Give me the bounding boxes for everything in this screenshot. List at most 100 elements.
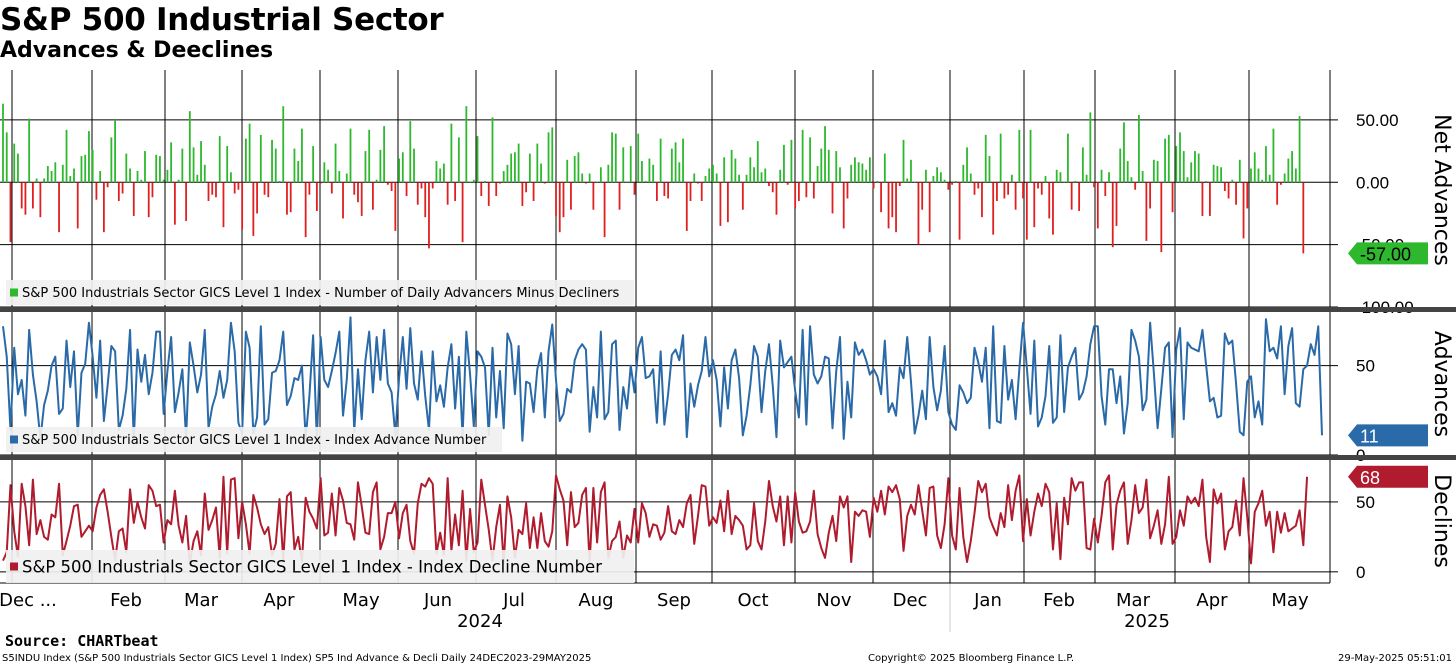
net-bar bbox=[297, 161, 300, 183]
net-bar bbox=[723, 157, 726, 183]
year-label: 2024 bbox=[457, 611, 503, 632]
net-bar bbox=[1025, 182, 1028, 240]
net-bar bbox=[1261, 179, 1264, 183]
net-bar bbox=[951, 182, 953, 185]
net-bar bbox=[1242, 182, 1245, 239]
net-bar bbox=[573, 156, 576, 183]
net-bar bbox=[700, 182, 703, 201]
net-bar bbox=[312, 146, 315, 183]
net-bar bbox=[1003, 182, 1006, 199]
legend-label: S&P 500 Industrials Sector GICS Level 1 … bbox=[22, 286, 619, 301]
net-bar bbox=[659, 138, 662, 183]
net-bar bbox=[670, 148, 673, 183]
net-bar bbox=[379, 149, 382, 183]
net-bar bbox=[1115, 182, 1118, 226]
net-bar bbox=[969, 173, 972, 183]
net-bar bbox=[454, 182, 457, 201]
net-bar bbox=[973, 182, 976, 195]
net-bar bbox=[1134, 182, 1137, 190]
net-bar bbox=[360, 182, 363, 216]
month-label: May bbox=[342, 590, 380, 611]
net-bar bbox=[1029, 129, 1032, 183]
ytick-label-adv: 50 bbox=[1356, 357, 1375, 376]
net-bar bbox=[274, 148, 277, 183]
net-bar bbox=[502, 171, 505, 183]
month-label: Jan bbox=[973, 590, 1002, 611]
net-bar bbox=[839, 167, 841, 183]
net-bar bbox=[1048, 182, 1051, 219]
net-bar bbox=[719, 182, 722, 226]
net-bar bbox=[831, 182, 834, 214]
month-label: Mar bbox=[1116, 590, 1151, 611]
net-bar bbox=[603, 182, 606, 238]
footer-description: S5INDU Index (S&P 500 Industrials Sector… bbox=[2, 653, 592, 664]
net-bar bbox=[543, 182, 546, 184]
net-bar bbox=[1171, 182, 1174, 213]
net-bar bbox=[282, 106, 285, 183]
net-bar bbox=[1067, 133, 1069, 183]
net-bar bbox=[708, 168, 711, 183]
footer-timestamp: 29-May-2025 05:51:01 bbox=[1338, 653, 1452, 664]
net-bar bbox=[1123, 122, 1125, 183]
net-bar bbox=[244, 138, 247, 183]
net-bar bbox=[738, 174, 740, 183]
net-bar bbox=[734, 158, 737, 183]
net-bar bbox=[947, 182, 950, 190]
ytick-label-dec: 0 bbox=[1356, 563, 1365, 582]
net-bar bbox=[697, 182, 699, 184]
net-bar bbox=[289, 182, 292, 213]
net-bar bbox=[1070, 182, 1073, 210]
net-bar bbox=[121, 182, 124, 194]
net-bar bbox=[1160, 182, 1163, 253]
net-bar bbox=[712, 164, 714, 183]
net-bar bbox=[271, 139, 273, 183]
net-bar bbox=[768, 182, 770, 187]
net-bar bbox=[555, 182, 557, 216]
net-bar bbox=[1257, 168, 1260, 183]
net-bar bbox=[820, 148, 823, 183]
net-bar bbox=[857, 162, 860, 183]
net-bar bbox=[779, 169, 782, 183]
net-bar bbox=[764, 168, 767, 183]
net-bar bbox=[443, 163, 445, 183]
net-bar bbox=[1298, 116, 1301, 183]
net-bar bbox=[50, 171, 53, 183]
net-bar bbox=[984, 134, 987, 183]
panel-separator bbox=[0, 307, 1456, 312]
net-bar bbox=[1055, 169, 1058, 183]
net-bar bbox=[1126, 161, 1129, 183]
last-value-tag-label: 68 bbox=[1360, 468, 1380, 488]
month-label: Jul bbox=[502, 590, 525, 611]
net-bar bbox=[1085, 174, 1088, 183]
legend-label: S&P 500 Industrials Sector GICS Level 1 … bbox=[22, 557, 602, 576]
advances-line bbox=[2, 316, 1323, 442]
net-bar bbox=[1100, 169, 1103, 183]
net-bar bbox=[457, 137, 460, 183]
net-bar bbox=[420, 182, 423, 189]
net-bar bbox=[551, 127, 554, 183]
net-bar bbox=[760, 172, 763, 183]
legend-background bbox=[6, 550, 634, 583]
net-bar bbox=[173, 182, 176, 225]
net-bar bbox=[129, 168, 131, 183]
net-bar bbox=[1253, 152, 1256, 183]
net-bar bbox=[1201, 182, 1204, 216]
net-bar bbox=[693, 173, 696, 183]
net-bar bbox=[1302, 182, 1305, 254]
net-bar bbox=[1209, 182, 1211, 216]
net-bar bbox=[301, 128, 303, 183]
net-bar bbox=[372, 182, 374, 210]
net-bar bbox=[1044, 176, 1047, 183]
net-bar bbox=[117, 182, 120, 201]
legend-net: S&P 500 Industrials Sector GICS Level 1 … bbox=[6, 280, 634, 305]
net-bar bbox=[824, 126, 826, 183]
net-bar bbox=[932, 176, 935, 183]
net-bar bbox=[65, 129, 68, 183]
net-bar bbox=[431, 182, 434, 189]
net-bar bbox=[330, 182, 333, 194]
net-bar bbox=[435, 161, 438, 183]
net-bar bbox=[114, 119, 116, 183]
net-bar bbox=[416, 182, 419, 205]
net-bar bbox=[1093, 182, 1095, 188]
